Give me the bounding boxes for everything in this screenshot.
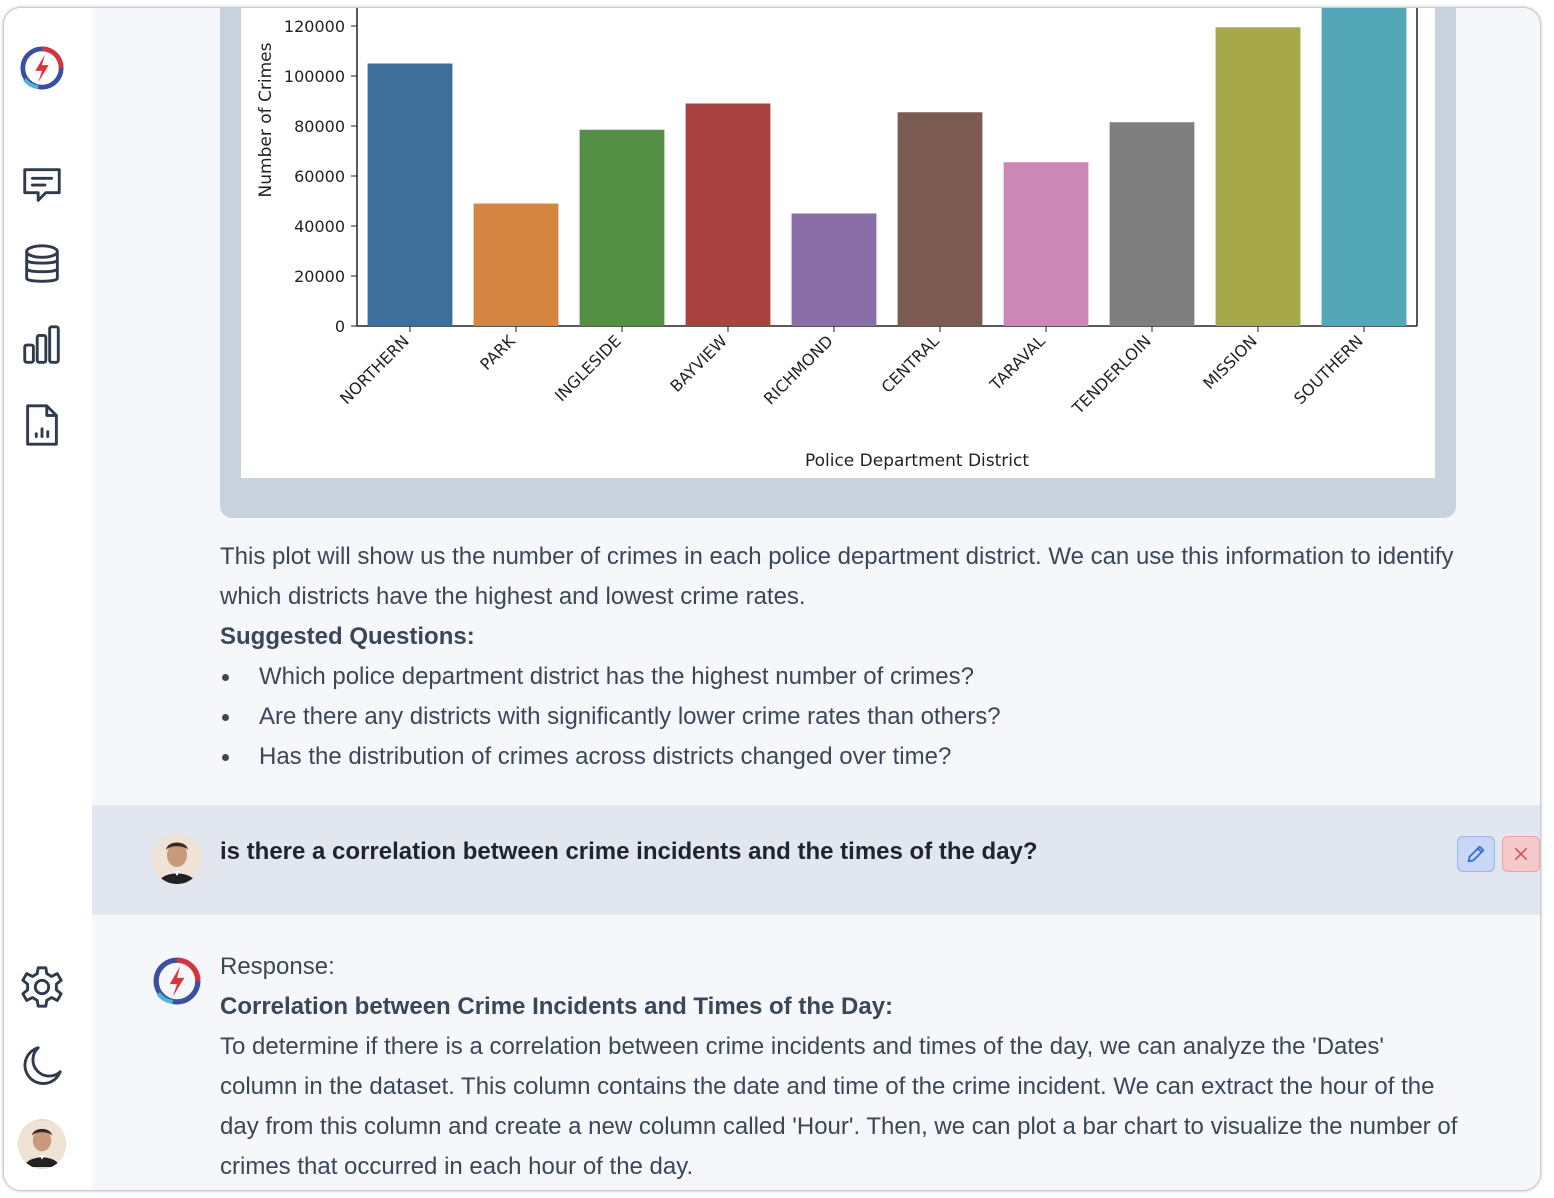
assistant-response: Response: Correlation between Crime Inci… [220, 947, 1465, 1187]
edit-message-button[interactable] [1457, 836, 1495, 872]
x-tick-label: SOUTHERN [1290, 331, 1367, 408]
y-tick-label: 20000 [294, 267, 345, 286]
response-paragraph: To determine if there is a correlation b… [220, 1033, 1458, 1180]
suggested-questions-heading: Suggested Questions: [220, 623, 475, 650]
bar [1215, 27, 1301, 326]
y-tick-label: 0 [335, 317, 345, 336]
assistant-avatar [152, 956, 202, 1011]
y-axis-label: Number of Crimes [256, 42, 276, 197]
response-heading: Correlation between Crime Incidents and … [220, 993, 894, 1020]
delete-message-button[interactable] [1502, 836, 1540, 872]
chat-area: 0 20000 40000 60000 80000 100000 120000 NORTHER… [92, 8, 1540, 1190]
x-tick-label: TENDERLOIN [1068, 331, 1155, 418]
y-tick-label: 40000 [294, 217, 345, 236]
x-tick-label: TARAVAL [985, 331, 1048, 394]
bar [367, 63, 453, 326]
x-tick-label: CENTRAL [878, 331, 943, 396]
bar [473, 203, 559, 326]
x-axis-label: Police Department District [805, 451, 1029, 471]
app-window: 0 20000 40000 60000 80000 100000 120000 NORTHER… [3, 7, 1541, 1191]
suggested-question[interactable]: Which police department district has the… [220, 657, 1460, 697]
x-tick-label: RICHMOND [760, 331, 837, 408]
chart-card: 0 20000 40000 60000 80000 100000 120000 NORTHER… [220, 8, 1456, 518]
bar [897, 112, 983, 326]
response-label: Response: [220, 953, 335, 980]
user-avatar[interactable] [18, 1119, 66, 1169]
pencil-icon [1467, 845, 1485, 863]
bar [685, 103, 771, 326]
answer-paragraph: This plot will show us the number of cri… [220, 543, 1454, 610]
database-icon[interactable] [18, 241, 66, 289]
x-tick-label: INGLESIDE [551, 331, 625, 405]
app-logo-icon[interactable] [18, 44, 66, 92]
bar [1321, 8, 1407, 326]
y-tick-label: 100000 [284, 67, 345, 86]
app-logo-icon [153, 957, 201, 1005]
suggested-question[interactable]: Has the distribution of crimes across di… [220, 737, 1460, 777]
y-tick-label: 60000 [294, 167, 345, 186]
bar [791, 213, 877, 326]
user-message-row: is there a correlation between crime inc… [92, 805, 1540, 915]
moon-icon[interactable] [18, 1042, 66, 1090]
x-tick-label: PARK [476, 331, 519, 374]
bar-chart: 0 20000 40000 60000 80000 100000 120000 NORTHER… [256, 8, 1418, 471]
y-tick-label: 120000 [284, 17, 345, 36]
bar-chart-icon[interactable] [18, 321, 66, 369]
x-tick-label: BAYVIEW [666, 331, 731, 396]
bar [579, 129, 665, 326]
bar [1003, 162, 1089, 326]
suggested-question[interactable]: Are there any districts with significant… [220, 697, 1460, 737]
y-tick-label: 80000 [294, 117, 345, 136]
close-icon [1515, 848, 1527, 860]
x-tick-label: NORTHERN [336, 331, 413, 408]
user-avatar [152, 834, 202, 884]
user-message-text: is there a correlation between crime inc… [220, 838, 1038, 865]
bar [1109, 122, 1195, 326]
chat-icon[interactable] [18, 161, 66, 209]
report-file-icon[interactable] [18, 401, 66, 449]
suggested-questions-list: Which police department district has the… [220, 657, 1460, 777]
sidebar [4, 8, 92, 1190]
gear-icon[interactable] [18, 963, 66, 1011]
answer-text: This plot will show us the number of cri… [220, 537, 1460, 777]
chart-image: 0 20000 40000 60000 80000 100000 120000 NORTHER… [241, 8, 1435, 478]
x-tick-label: MISSION [1199, 331, 1261, 393]
